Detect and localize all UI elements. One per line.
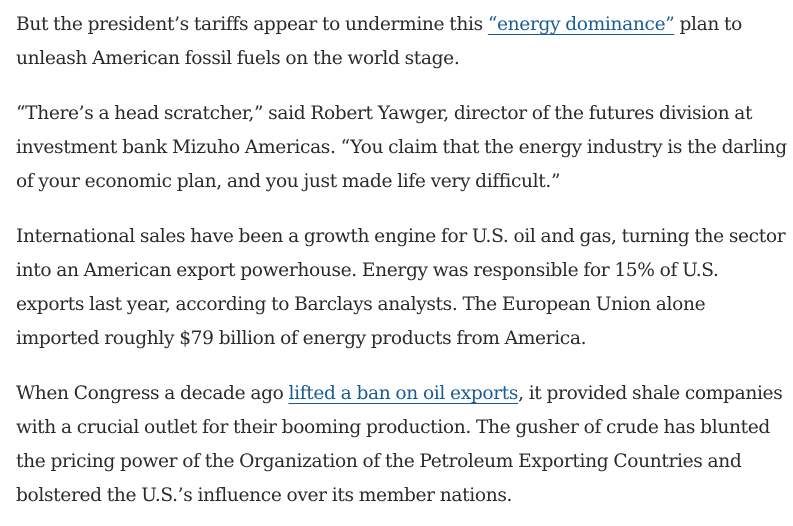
paragraph-tariffs: But the president’s tariffs appear to un… bbox=[16, 8, 788, 76]
energy-dominance-link[interactable]: “energy dominance” bbox=[487, 14, 675, 35]
paragraph-congress-text-before: When Congress a decade ago bbox=[16, 383, 289, 404]
paragraph-quote: “There’s a head scratcher,” said Robert … bbox=[16, 103, 787, 192]
article-body: But the president’s tariffs appear to un… bbox=[16, 8, 788, 513]
paragraph-congress-text-after: , it provided shale companies with a cru… bbox=[16, 383, 783, 506]
oil-export-ban-link[interactable]: lifted a ban on oil exports bbox=[288, 383, 519, 404]
paragraph-exports: International sales have been a growth e… bbox=[16, 226, 786, 349]
paragraph-tariffs-text-before: But the president’s tariffs appear to un… bbox=[16, 14, 488, 35]
paragraph-tariffs-text-after: plan to unleash American fossil fuels on… bbox=[16, 14, 742, 69]
paragraph-congress: When Congress a decade ago lifted a ban … bbox=[16, 377, 788, 513]
